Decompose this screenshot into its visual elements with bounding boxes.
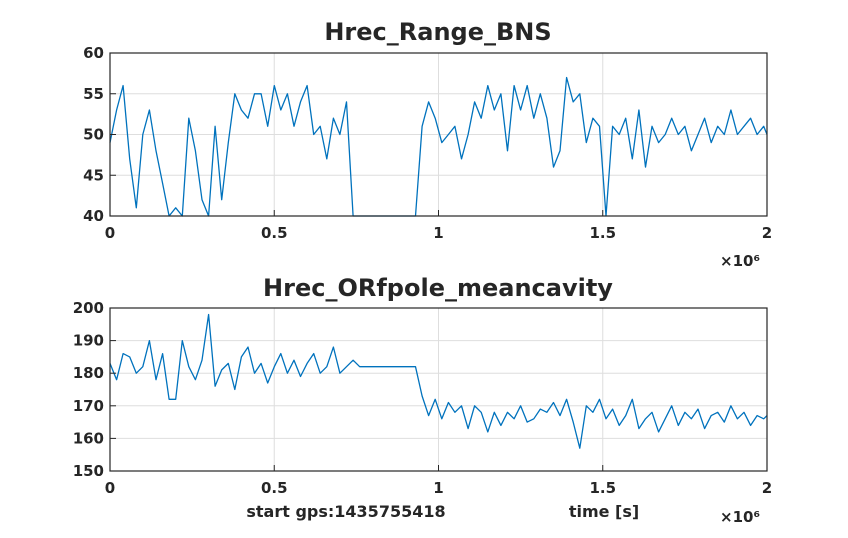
x-tick-labels: 0 0.5 1 1.5 2: [105, 210, 772, 242]
chart-title: Hrec_ORfpole_meancavity: [263, 274, 613, 302]
x-tick-labels: 0 0.5 1 1.5 2: [105, 465, 772, 497]
y-tick-label: 40: [83, 207, 104, 225]
x-tick-label: 1.5: [589, 479, 616, 497]
y-tick-label: 160: [73, 429, 104, 447]
series-line: [109, 76, 768, 217]
x-tick-label: 0.5: [261, 479, 288, 497]
y-tick-labels: 150 160 170 180 190 200: [73, 299, 116, 480]
y-tick-label: 45: [83, 166, 104, 184]
data-series: [109, 76, 768, 217]
y-tick-label: 180: [73, 364, 104, 382]
x-tick-label: 0: [105, 224, 115, 242]
x-tick-label: 1: [433, 224, 443, 242]
x-tick-label: 1: [433, 479, 443, 497]
series-line: [109, 313, 768, 449]
x-tick-label: 2: [762, 224, 772, 242]
y-tick-label: 190: [73, 332, 104, 350]
x-tick-label: 0.5: [261, 224, 288, 242]
x-exponent-label: ×10⁶: [720, 252, 760, 270]
chart-bottom: Hrec_ORfpole_meancavity 0 0.5 1 1.5 2 150 160…: [73, 274, 773, 526]
y-tick-label: 55: [83, 85, 104, 103]
y-tick-label: 200: [73, 299, 104, 317]
x-tick-label: 1.5: [589, 224, 616, 242]
chart-top: Hrec_Range_BNS 0 0.5 1 1.5 2 40 45 50 55 60 ×10⁶: [83, 18, 772, 270]
x-tick-label: 2: [762, 479, 772, 497]
y-tick-label: 60: [83, 44, 104, 62]
y-tick-label: 50: [83, 126, 104, 144]
y-tick-label: 150: [73, 462, 104, 480]
data-series: [109, 313, 768, 449]
x-exponent-label: ×10⁶: [720, 508, 760, 526]
x-tick-label: 0: [105, 479, 115, 497]
chart-title: Hrec_Range_BNS: [324, 18, 551, 46]
y-tick-labels: 40 45 50 55 60: [83, 44, 116, 225]
start-gps-annotation: start gps:1435755418: [246, 502, 445, 521]
x-axis-label: time [s]: [569, 502, 639, 521]
y-tick-label: 170: [73, 397, 104, 415]
